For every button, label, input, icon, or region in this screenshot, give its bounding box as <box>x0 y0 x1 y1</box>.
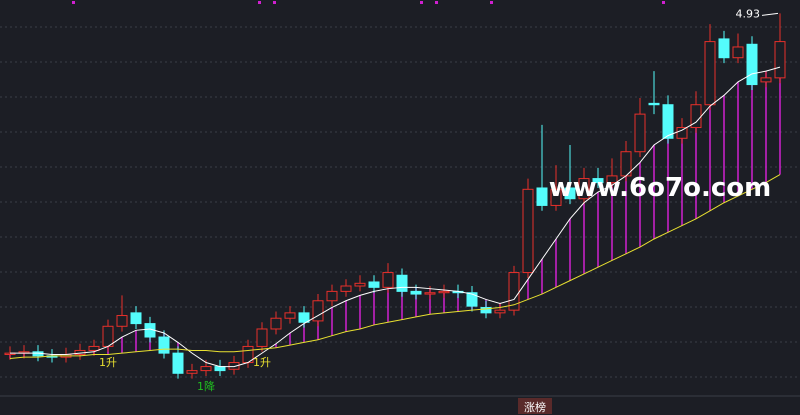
ma-line <box>9 174 781 360</box>
tab-label[interactable]: 涨榜 <box>524 400 546 414</box>
candle-body <box>466 292 478 307</box>
candle-body <box>270 317 282 330</box>
candle-body <box>704 41 716 106</box>
candle-body <box>634 113 646 153</box>
candle-body <box>592 178 604 184</box>
ma-line <box>10 66 781 368</box>
candle-body <box>648 102 660 106</box>
watermark: www.6o7o.com <box>549 173 771 203</box>
candle-body <box>200 366 212 372</box>
candle-body <box>550 188 562 206</box>
candle-body <box>578 178 590 200</box>
candle-body <box>326 290 338 302</box>
candle-body <box>214 366 226 372</box>
candle-body <box>130 312 142 325</box>
candle-body <box>382 272 394 288</box>
candle-body <box>172 352 184 374</box>
candle-body <box>606 175 618 184</box>
candle-body <box>732 46 744 59</box>
top-markers <box>72 1 665 4</box>
candle-body <box>662 104 674 139</box>
candle-body <box>410 290 422 295</box>
candle-body <box>340 285 352 292</box>
tab-button[interactable] <box>518 398 552 414</box>
candle-body <box>284 312 296 319</box>
candle-body <box>298 312 310 323</box>
candle-body <box>494 309 506 314</box>
candle-body <box>480 306 492 314</box>
high-pointer <box>761 12 779 16</box>
candle-body <box>424 292 436 295</box>
candle-body <box>116 315 128 327</box>
plot: 1升 1降 1升 4.93 <box>4 7 786 393</box>
candle-body <box>368 281 380 288</box>
candle-body <box>158 336 170 354</box>
candle-body <box>746 43 758 86</box>
high-label: 4.93 <box>736 7 761 20</box>
signal-label: 1升 <box>99 356 117 369</box>
candle-body <box>564 187 576 200</box>
candle-body <box>760 77 772 83</box>
signal-label: 1降 <box>197 379 215 393</box>
candle-body <box>676 127 688 139</box>
candle-body <box>718 38 730 59</box>
candle-body <box>438 290 450 294</box>
candle-body <box>522 188 534 274</box>
candle-body <box>88 345 100 351</box>
signal-label: 1升 <box>253 356 271 369</box>
candle-body <box>186 370 198 374</box>
candle-body <box>102 325 114 347</box>
candle-body <box>396 274 408 292</box>
candle-body <box>256 328 268 347</box>
candle-body <box>228 362 240 370</box>
candle-body <box>312 300 324 322</box>
candle-body <box>536 187 548 206</box>
candle-body <box>774 41 786 79</box>
candle-body <box>354 282 366 287</box>
